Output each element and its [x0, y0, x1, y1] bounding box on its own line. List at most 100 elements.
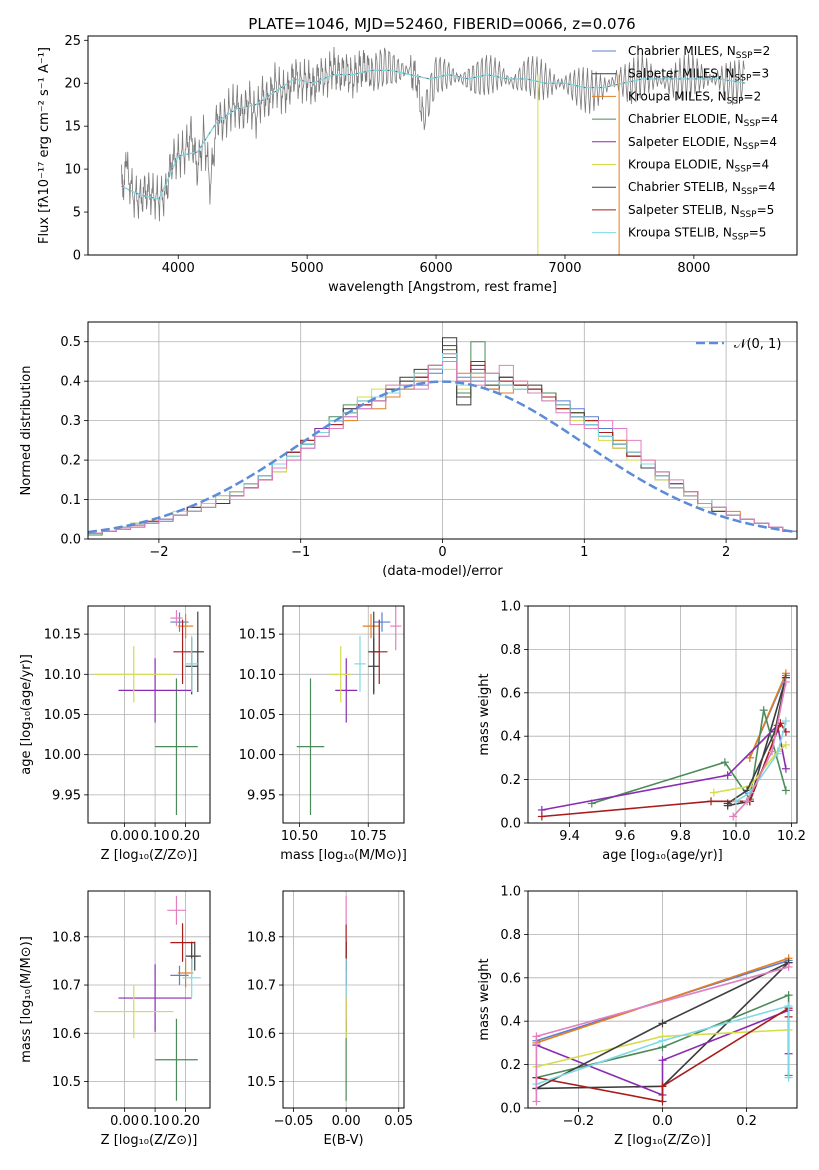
y-axis-label: mass weight: [477, 958, 492, 1040]
x-tick-label: 0.00: [332, 1114, 361, 1129]
chart-spectrum: 4000 5000 6000 7000 8000 0 5 10 15 20 25 wavelength…: [37, 34, 798, 295]
y-axis-label: mass [log₁₀(M/M⊙)]: [19, 936, 34, 1063]
x-tick-label: 8000: [677, 261, 710, 276]
plot-area: [88, 337, 797, 536]
chart-mass-vs-Z: 0.00 0.10 0.20 10.5 10.6 10.7 10.8 Z [log₁₀(Z/Z…: [19, 890, 211, 1148]
y-tick-label: 10.10: [239, 668, 276, 683]
x-axis-label: mass [log₁₀(M/M⊙)]: [280, 848, 407, 863]
y-tick-label: 0.2: [500, 773, 521, 788]
x-tick-label: 0.2: [736, 1114, 757, 1129]
axes-frame: [527, 605, 798, 824]
x-tick-label: 0.05: [384, 1114, 413, 1129]
x-axis-label: Z [log₁₀(Z/Z⊙)]: [101, 1133, 198, 1148]
y-tick-label: 10.8: [247, 930, 276, 945]
legend-label: Kroupa STELIB, NSSP=5: [628, 226, 766, 243]
legend-label: Salpeter STELIB, NSSP=5: [628, 203, 774, 220]
x-tick-label: 6000: [420, 261, 453, 276]
chart-age-vs-Z: 0.00 0.10 0.20 9.95 10.00 10.05 10.10 10.15 Z [l…: [19, 605, 211, 863]
y-tick-label: 20: [64, 77, 81, 92]
x-tick-label: 2: [722, 545, 730, 560]
y-tick-label: 0.1: [60, 493, 81, 508]
x-tick-label: 0.00: [110, 829, 139, 844]
axes-frame: [282, 890, 405, 1109]
y-tick-label: 10.15: [239, 628, 276, 643]
x-tick-label: 10.2: [777, 829, 806, 844]
x-tick-label: 10.0: [722, 829, 751, 844]
axes-frame: [527, 890, 798, 1109]
x-tick-label: −1: [291, 545, 310, 560]
y-tick-label: 0.2: [500, 1058, 521, 1073]
weight-line: [732, 681, 787, 818]
y-tick-label: 10.7: [247, 979, 276, 994]
x-tick-label: 0.20: [171, 1114, 200, 1129]
y-tick-label: 1.0: [500, 600, 521, 615]
y-tick-label: 0.8: [500, 643, 521, 658]
axes-frame: [87, 605, 211, 824]
hist-step: [88, 360, 797, 534]
y-tick-label: 10.5: [52, 1075, 81, 1090]
plot-area: [532, 954, 793, 1106]
y-tick-label: 25: [64, 34, 81, 49]
axes-frame: [87, 321, 798, 540]
x-tick-label: 0: [438, 545, 446, 560]
weight-line: [536, 957, 789, 1044]
x-tick-label: 7000: [548, 261, 581, 276]
y-tick-label: 10: [64, 163, 81, 178]
legend-label: 𝒩(0, 1): [734, 337, 781, 352]
x-tick-label: 10.75: [350, 829, 387, 844]
y-tick-label: 9.95: [52, 788, 81, 803]
x-axis-label: E(B-V): [323, 1133, 363, 1148]
y-tick-label: 10.6: [52, 1027, 81, 1042]
weight-line: [727, 677, 787, 805]
x-tick-label: 9.4: [559, 829, 580, 844]
y-tick-label: 9.95: [247, 788, 276, 803]
y-tick-label: 0.8: [500, 928, 521, 943]
y-tick-label: 0.0: [60, 533, 81, 548]
y-tick-label: 0.4: [500, 730, 521, 745]
x-tick-label: 0.10: [141, 829, 170, 844]
chart-age-vs-mass: 10.50 10.75 9.95 10.00 10.05 10.10 10.15 mass […: [239, 605, 407, 863]
x-tick-label: 5000: [291, 261, 324, 276]
y-tick-label: 0.6: [500, 971, 521, 986]
x-axis-label: (data-model)/error: [382, 564, 503, 579]
x-tick-label: 0.10: [141, 1114, 170, 1129]
y-tick-label: 10.00: [44, 748, 81, 763]
y-axis-label: age [log₁₀(age/yr)]: [19, 654, 34, 775]
y-tick-label: 15: [64, 120, 81, 135]
y-tick-label: 10.15: [44, 628, 81, 643]
y-tick-label: 10.05: [44, 708, 81, 723]
model-spectrum-line: [121, 69, 746, 200]
axes-frame: [87, 35, 798, 256]
chart-weight-vs-age: 9.4 9.6 9.8 10.0 10.2 0.0 0.2 0.4 0.6 0.8 1.0 age […: [477, 600, 806, 864]
panels: 4000 5000 6000 7000 80000510152025wavelength…: [19, 34, 806, 1148]
chart-mass-vs-ebv: −0.05 0.00 0.05 10.5 10.6 10.7 10.8 E(B-V): [247, 890, 413, 1148]
y-tick-label: 0.3: [60, 414, 81, 429]
x-tick-label: 9.6: [615, 829, 636, 844]
axes-frame: [282, 605, 405, 824]
plot-area: [121, 47, 746, 255]
legend-label: Kroupa MILES, NSSP=2: [628, 89, 761, 106]
x-axis-label: Z [log₁₀(Z/Z⊙)]: [614, 1133, 711, 1148]
plot-area: [94, 610, 204, 815]
x-tick-label: 0.00: [110, 1114, 139, 1129]
y-axis-label: Flux [fλ10⁻¹⁷ erg cm⁻² s⁻¹ A⁻¹]: [37, 47, 52, 244]
y-tick-label: 0.2: [60, 454, 81, 469]
weight-line: [536, 1004, 790, 1085]
x-axis-label: age [log₁₀(age/yr)]: [602, 848, 723, 863]
x-tick-label: 9.8: [670, 829, 691, 844]
x-tick-label: −0.2: [563, 1114, 595, 1129]
y-tick-label: 0.5: [60, 335, 81, 350]
chart-weight-vs-Z: −0.2 0.0 0.2 0.0 0.2 0.4 0.6 0.8 1.0 Z [log₁₀(Z/Z…: [477, 885, 798, 1148]
x-tick-label: 4000: [162, 261, 195, 276]
y-tick-label: 10.00: [239, 748, 276, 763]
y-axis-label: mass weight: [477, 673, 492, 755]
legend-label: Chabrier MILES, NSSP=2: [628, 44, 770, 61]
y-tick-label: 10.5: [247, 1075, 276, 1090]
y-tick-label: 0.4: [500, 1015, 521, 1030]
y-tick-label: 10.8: [52, 930, 81, 945]
y-tick-label: 0.4: [60, 375, 81, 390]
y-axis-label: Normed distribution: [19, 366, 34, 496]
y-tick-label: 5: [73, 206, 81, 221]
plot-area: [94, 895, 201, 1101]
